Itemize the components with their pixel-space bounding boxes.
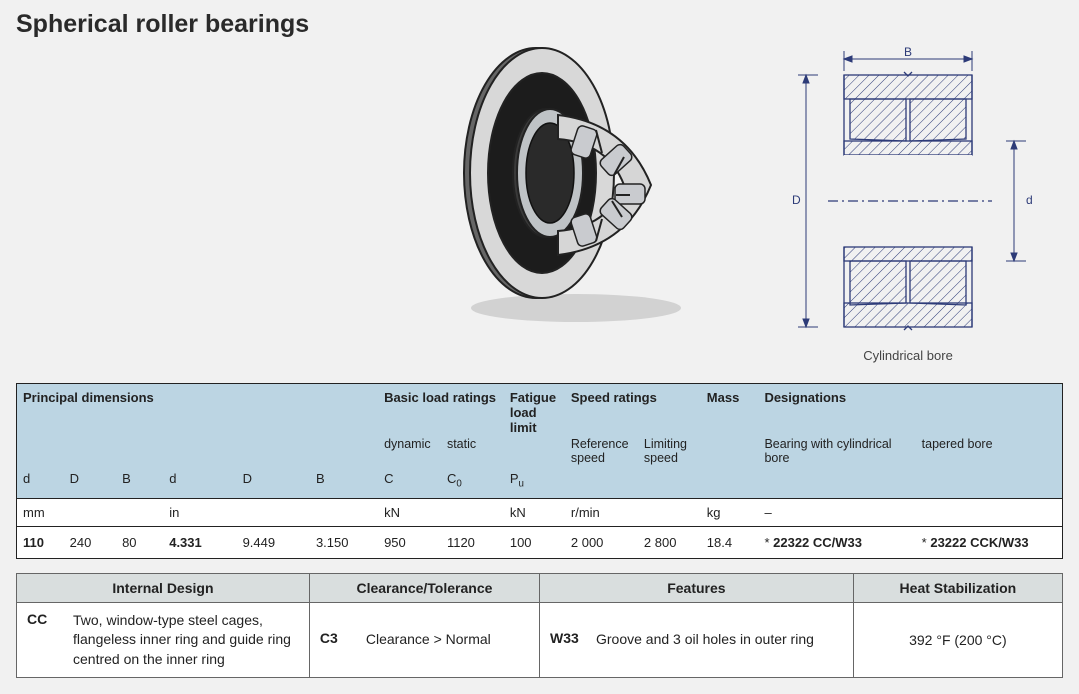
specs-data-row: 110 240 80 4.331 9.449 3.150 950 1120 10…: [17, 526, 1063, 558]
val-D-in: 9.449: [237, 526, 310, 558]
unit-in: in: [163, 498, 378, 526]
cell-clearance: C3 Clearance > Normal: [309, 602, 539, 678]
unit-rmin: r/min: [565, 498, 701, 526]
hdr-basicload: Basic load ratings: [378, 384, 504, 438]
details-data-row: CC Two, window-type steel cages, flangel…: [17, 602, 1063, 678]
val-desig1: * 22322 CC/W33: [758, 526, 915, 558]
specs-header-row: Principal dimensions Basic load ratings …: [17, 384, 1063, 438]
schematic-caption: Cylindrical bore: [773, 348, 1043, 363]
th-clearance: Clearance/Tolerance: [309, 573, 539, 602]
svg-text:D: D: [792, 193, 801, 207]
val-C: 950: [378, 526, 441, 558]
sym-B: B: [116, 469, 163, 498]
val-B-in: 3.150: [310, 526, 378, 558]
hero-region: B D d: [16, 47, 1063, 363]
unit-mm: mm: [17, 498, 164, 526]
th-internal: Internal Design: [17, 573, 310, 602]
sym-C: C: [378, 469, 441, 498]
sym-Pu: Pu: [504, 469, 565, 498]
val-mass: 18.4: [701, 526, 759, 558]
th-features: Features: [539, 573, 853, 602]
sym-D-in: D: [237, 469, 310, 498]
sub-dynamic: dynamic: [378, 437, 441, 469]
unit-kN: kN: [378, 498, 504, 526]
sub-desig2: tapered bore: [916, 437, 1063, 469]
details-table: Internal Design Clearance/Tolerance Feat…: [16, 573, 1063, 679]
sym-C0: C0: [441, 469, 504, 498]
val-Pu: 100: [504, 526, 565, 558]
hdr-speed: Speed ratings: [565, 384, 701, 438]
bearing-schematic: B D d: [773, 47, 1043, 363]
val-d-in: 4.331: [163, 526, 236, 558]
specs-unit-row: mm in kN kN r/min kg –: [17, 498, 1063, 526]
sub-lim: Limiting speed: [638, 437, 701, 469]
sym-d: d: [17, 469, 64, 498]
cell-internal: CC Two, window-type steel cages, flangel…: [17, 602, 310, 678]
sub-static: static: [441, 437, 504, 469]
sym-D: D: [64, 469, 116, 498]
unit-kN2: kN: [504, 498, 565, 526]
val-d-mm: 110: [17, 526, 64, 558]
th-heat: Heat Stabilization: [853, 573, 1062, 602]
unit-kg: kg: [701, 498, 759, 526]
val-ref: 2 000: [565, 526, 638, 558]
bearing-render: [446, 23, 691, 328]
svg-text:B: B: [904, 47, 912, 59]
hdr-fatigue: Fatigue load limit: [504, 384, 565, 438]
specs-table: Principal dimensions Basic load ratings …: [16, 383, 1063, 559]
clearance-text: Clearance > Normal: [366, 630, 491, 650]
hdr-designations: Designations: [758, 384, 1062, 438]
sym-B-in: B: [310, 469, 378, 498]
clearance-code: C3: [320, 630, 354, 646]
unit-dash: –: [758, 498, 1062, 526]
cell-features: W33 Groove and 3 oil holes in outer ring: [539, 602, 853, 678]
features-code: W33: [550, 630, 584, 646]
sub-desig1: Bearing with cylindrical bore: [758, 437, 915, 469]
val-D-mm: 240: [64, 526, 116, 558]
internal-text: Two, window-type steel cages, flangeless…: [73, 611, 299, 670]
cell-heat: 392 °F (200 °C): [853, 602, 1062, 678]
details-header-row: Internal Design Clearance/Tolerance Feat…: [17, 573, 1063, 602]
val-C0: 1120: [441, 526, 504, 558]
val-B-mm: 80: [116, 526, 163, 558]
svg-text:d: d: [1026, 193, 1033, 207]
val-lim: 2 800: [638, 526, 701, 558]
specs-symbol-row: d D B d D B C C0 Pu: [17, 469, 1063, 498]
hdr-principal: Principal dimensions: [17, 384, 379, 438]
val-desig2: * 23222 CCK/W33: [916, 526, 1063, 558]
sym-d-in: d: [163, 469, 236, 498]
specs-subheader-row: dynamic static Reference speed Limiting …: [17, 437, 1063, 469]
internal-code: CC: [27, 611, 61, 627]
hdr-mass: Mass: [701, 384, 759, 438]
features-text: Groove and 3 oil holes in outer ring: [596, 630, 814, 650]
sub-ref: Reference speed: [565, 437, 638, 469]
